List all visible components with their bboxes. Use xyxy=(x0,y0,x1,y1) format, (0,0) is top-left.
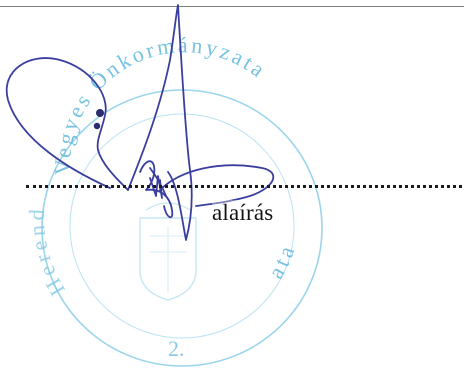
stamp-outer-ring xyxy=(41,89,323,367)
stamp-inner-ring xyxy=(69,113,295,339)
stamp-number: 2. xyxy=(168,336,185,361)
coat-of-arms-icon xyxy=(139,202,197,301)
signature-label: alaírás xyxy=(212,200,274,226)
signature-dotted-line xyxy=(26,185,462,188)
top-border-line xyxy=(0,6,464,7)
